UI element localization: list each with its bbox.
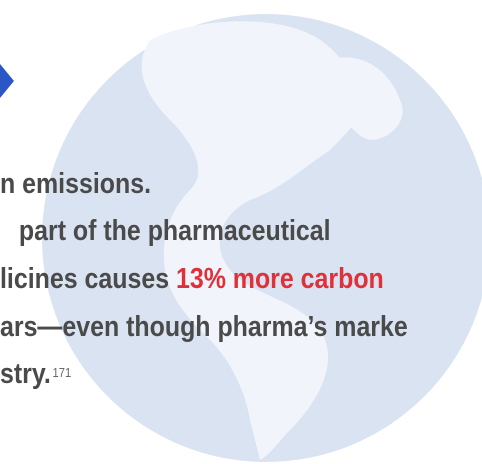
highlight: 13% more carbon — [176, 262, 384, 294]
continent — [330, 57, 403, 140]
text: part of the pharmaceutical — [19, 214, 331, 246]
text: stry. — [0, 357, 51, 389]
text: n emissions. — [0, 167, 151, 199]
text-line: ars—even though pharma’s marke — [0, 310, 408, 342]
text-line: stry. 171 — [0, 357, 71, 389]
continent — [141, 21, 367, 461]
footnote: 171 — [53, 365, 72, 380]
text: licines causes — [0, 262, 176, 294]
text-line: licines causes 13% more carbon — [0, 262, 384, 294]
text-line: part of the pharmaceutical — [19, 214, 331, 246]
arrow — [0, 64, 14, 98]
text-line: n emissions. — [0, 167, 151, 199]
text: ars—even though pharma’s marke — [0, 310, 408, 342]
